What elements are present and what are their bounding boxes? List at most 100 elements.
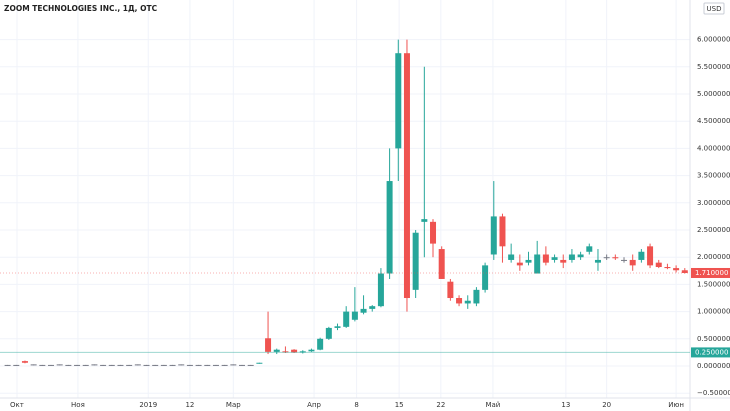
y-tick-label: 3.000000 xyxy=(697,199,730,207)
y-tick-label: 5.000000 xyxy=(697,90,730,98)
candle-body xyxy=(681,270,688,273)
candle-body xyxy=(456,298,463,304)
candle-body xyxy=(490,216,497,255)
x-tick-label: Апр xyxy=(307,401,321,409)
candle-body xyxy=(647,246,654,266)
y-tick-label: 5.500000 xyxy=(697,63,730,71)
candle-body xyxy=(256,362,263,364)
candle-body xyxy=(603,257,610,259)
candle-body xyxy=(534,254,541,274)
candle-body xyxy=(100,364,107,366)
candle-body xyxy=(56,364,63,366)
candle-body xyxy=(4,364,11,366)
candle-body xyxy=(221,364,228,366)
candle-body xyxy=(421,219,428,222)
candle-body xyxy=(560,259,567,263)
candle-body xyxy=(586,246,593,252)
grid xyxy=(0,0,690,398)
x-tick-label: Мар xyxy=(226,401,241,409)
candle-body xyxy=(308,349,315,352)
candle-body xyxy=(134,364,141,366)
candle-body xyxy=(30,364,37,366)
candle-body xyxy=(204,364,211,366)
y-tick-label: 3.500000 xyxy=(697,172,730,180)
candle-body xyxy=(499,216,506,247)
candle-body xyxy=(195,364,202,366)
candle-body xyxy=(464,300,471,304)
candle-body xyxy=(673,268,680,271)
candle-body xyxy=(117,364,124,366)
candle-body xyxy=(74,364,81,366)
candle-body xyxy=(438,249,445,279)
candle-body xyxy=(473,289,480,304)
chart-title: ZOOM TECHNOLOGIES INC., 1Д, OTC xyxy=(4,4,158,13)
y-tick-label: 2.000000 xyxy=(697,253,730,261)
candle-body xyxy=(212,364,219,366)
candle-body xyxy=(273,349,280,352)
candle-body xyxy=(638,251,645,260)
candle-body xyxy=(629,259,636,266)
candle-body xyxy=(594,259,601,263)
x-tick-label: Окт xyxy=(10,401,24,409)
candle-body xyxy=(612,257,619,259)
candle-body xyxy=(108,364,115,366)
candle-body xyxy=(664,267,671,269)
candle-body xyxy=(577,254,584,258)
price-label: 1.710000 xyxy=(695,269,728,277)
candle-body xyxy=(91,364,98,366)
candle-body xyxy=(621,259,628,261)
candle-body xyxy=(334,326,341,328)
candle-body xyxy=(21,361,28,363)
y-tick-label: 6.000000 xyxy=(697,36,730,44)
y-tick-label: 1.000000 xyxy=(697,308,730,316)
y-tick-label: 0.500000 xyxy=(697,335,730,343)
candle-body xyxy=(291,349,298,353)
candle-body xyxy=(542,254,549,263)
y-tick-label: 2.500000 xyxy=(697,226,730,234)
currency-box[interactable] xyxy=(703,2,725,15)
candle-body xyxy=(126,364,133,366)
candle-body xyxy=(178,364,185,366)
candle-body xyxy=(48,364,55,366)
candle-body xyxy=(482,265,489,290)
candle-body xyxy=(516,262,523,266)
x-tick-label: 13 xyxy=(561,401,570,409)
y-tick-label: 1.500000 xyxy=(697,280,730,288)
x-tick-label: Июн xyxy=(668,401,684,409)
candle-body xyxy=(230,364,237,366)
candle-body xyxy=(430,221,437,244)
y-tick-label: 4.000000 xyxy=(697,144,730,152)
candle-body xyxy=(186,364,193,366)
candle-body xyxy=(13,364,20,366)
candle-body xyxy=(265,338,272,352)
candle-body xyxy=(39,364,46,366)
x-tick-label: 12 xyxy=(185,401,194,409)
candle-body xyxy=(351,311,358,320)
candle-body xyxy=(152,364,159,366)
currency-label[interactable]: USD xyxy=(707,5,722,13)
x-tick-label: 15 xyxy=(395,401,404,409)
price-label: 0.250000 xyxy=(695,348,728,356)
x-tick-label: 2019 xyxy=(139,401,157,409)
candle-body xyxy=(160,364,167,366)
candle-body xyxy=(386,181,393,274)
candle-body xyxy=(282,351,289,353)
candle-body xyxy=(525,259,532,263)
candle-body xyxy=(343,311,350,327)
plot-area xyxy=(4,39,688,366)
candle-body xyxy=(395,53,402,149)
x-tick-label: 22 xyxy=(436,401,445,409)
candle-body xyxy=(568,254,575,260)
candle-body xyxy=(317,338,324,350)
y-tick-label: 4.500000 xyxy=(697,117,730,125)
candle-body xyxy=(377,273,384,307)
candle-body xyxy=(143,364,150,366)
candle-body xyxy=(551,257,558,260)
y-tick-label: −0.500000 xyxy=(697,389,730,397)
candle-body xyxy=(325,327,332,339)
x-tick-label: 8 xyxy=(354,401,358,409)
x-tick-label: Ноя xyxy=(71,401,85,409)
y-tick-label: 0.000000 xyxy=(697,362,730,370)
